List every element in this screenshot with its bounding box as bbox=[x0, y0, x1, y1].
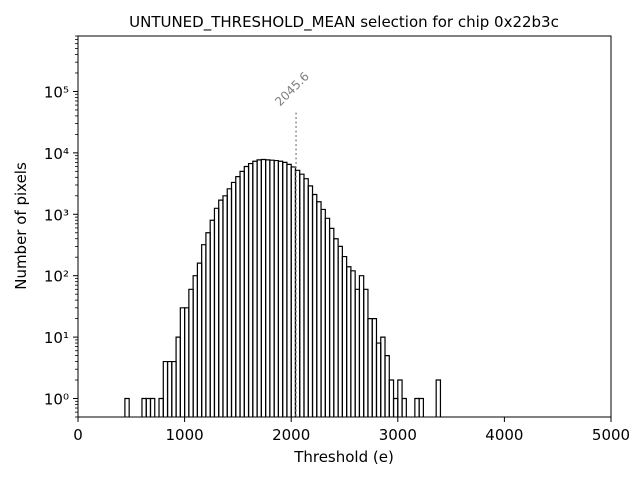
histogram-bar bbox=[303, 178, 309, 417]
histogram-bar bbox=[337, 245, 343, 417]
y-tick-label: 10⁰ bbox=[44, 391, 69, 409]
histogram-bar bbox=[333, 238, 339, 417]
histogram-bar bbox=[201, 244, 207, 417]
histogram-bar bbox=[375, 342, 382, 417]
histogram-bar bbox=[192, 275, 198, 417]
histogram-bar bbox=[162, 360, 169, 417]
histogram-bar bbox=[179, 307, 186, 417]
histogram-bar bbox=[265, 159, 271, 417]
plot-area: 2045.6 0 1000 2000 3000 4000 5000 10⁰ 10¹ 10² 10³ 1… bbox=[44, 35, 630, 444]
histogram-bar bbox=[358, 275, 365, 417]
histogram-bar bbox=[158, 397, 164, 417]
histogram-bar bbox=[141, 397, 147, 417]
histogram-bar bbox=[166, 360, 173, 417]
histogram-bar bbox=[388, 379, 395, 417]
histogram-bar bbox=[414, 397, 420, 417]
histogram-bar bbox=[149, 397, 156, 417]
histogram-bar bbox=[324, 217, 331, 417]
histogram-bar bbox=[328, 227, 335, 417]
histogram-bar bbox=[346, 266, 352, 417]
histogram-bar bbox=[350, 270, 356, 417]
histogram-bar bbox=[175, 336, 181, 417]
histogram-bar bbox=[222, 195, 228, 417]
histogram-bar bbox=[273, 159, 280, 417]
histogram-bar bbox=[230, 181, 237, 417]
y-tick-label: 10⁴ bbox=[44, 145, 69, 163]
histogram-bar bbox=[341, 255, 348, 417]
x-tick-label: 4000 bbox=[485, 426, 523, 444]
axes-frame bbox=[77, 35, 612, 418]
histogram-bar bbox=[299, 173, 305, 417]
histogram-bar bbox=[235, 176, 241, 417]
histogram-bar bbox=[363, 288, 369, 417]
x-tick-label: 3000 bbox=[379, 426, 417, 444]
x-axis-label: Threshold (e) bbox=[293, 448, 394, 466]
histogram-bar bbox=[354, 288, 361, 417]
histogram-bar bbox=[371, 318, 378, 417]
histogram-bar bbox=[213, 207, 220, 417]
y-tick-label: 10² bbox=[44, 268, 69, 286]
histogram-bar bbox=[392, 397, 399, 417]
histogram-bar bbox=[316, 201, 322, 417]
y-axis-label: Number of pixels bbox=[12, 162, 30, 290]
histogram-bar bbox=[218, 199, 224, 417]
histogram-bar bbox=[380, 336, 386, 417]
histogram-bar bbox=[320, 208, 326, 417]
histogram-bar bbox=[260, 158, 267, 417]
mean-line-label: 2045.6 bbox=[272, 69, 312, 109]
histogram-bar bbox=[269, 159, 275, 417]
histogram-bar bbox=[311, 193, 318, 417]
histogram-bar bbox=[226, 188, 233, 417]
histogram-bar bbox=[384, 354, 390, 417]
histogram-bar bbox=[145, 397, 152, 417]
histogram-bar bbox=[401, 397, 407, 417]
x-tick-label: 1000 bbox=[166, 426, 204, 444]
x-tick-label: 0 bbox=[73, 426, 83, 444]
chart-title: UNTUNED_THRESHOLD_MEAN selection for chi… bbox=[129, 13, 559, 32]
histogram-bar bbox=[290, 166, 297, 417]
histogram-bar bbox=[282, 161, 288, 417]
x-tick-label: 2000 bbox=[272, 426, 310, 444]
histogram-bar bbox=[252, 160, 258, 417]
histogram-bar bbox=[239, 170, 245, 417]
histogram-bar bbox=[188, 288, 194, 417]
histogram-bar bbox=[397, 379, 403, 417]
histogram-bar bbox=[435, 379, 442, 417]
histogram-bar bbox=[247, 162, 254, 417]
x-tick-label: 5000 bbox=[592, 426, 630, 444]
histogram-bar bbox=[307, 185, 314, 417]
histogram-bar bbox=[418, 397, 424, 417]
histogram-bar bbox=[243, 165, 250, 417]
histogram-bar bbox=[184, 307, 190, 417]
y-tick-label: 10³ bbox=[44, 206, 69, 224]
histogram-bar bbox=[286, 163, 292, 417]
histogram-bar bbox=[256, 159, 262, 417]
histogram-bar bbox=[171, 360, 177, 417]
y-tick-label: 10¹ bbox=[44, 329, 69, 347]
histogram-bar bbox=[209, 219, 216, 417]
histogram-bar bbox=[196, 262, 203, 417]
histogram-bar bbox=[124, 397, 130, 417]
y-tick-label: 10⁵ bbox=[44, 83, 69, 101]
histogram-bar bbox=[277, 160, 284, 417]
histogram-bar bbox=[205, 232, 211, 417]
histogram-bar bbox=[367, 318, 373, 417]
